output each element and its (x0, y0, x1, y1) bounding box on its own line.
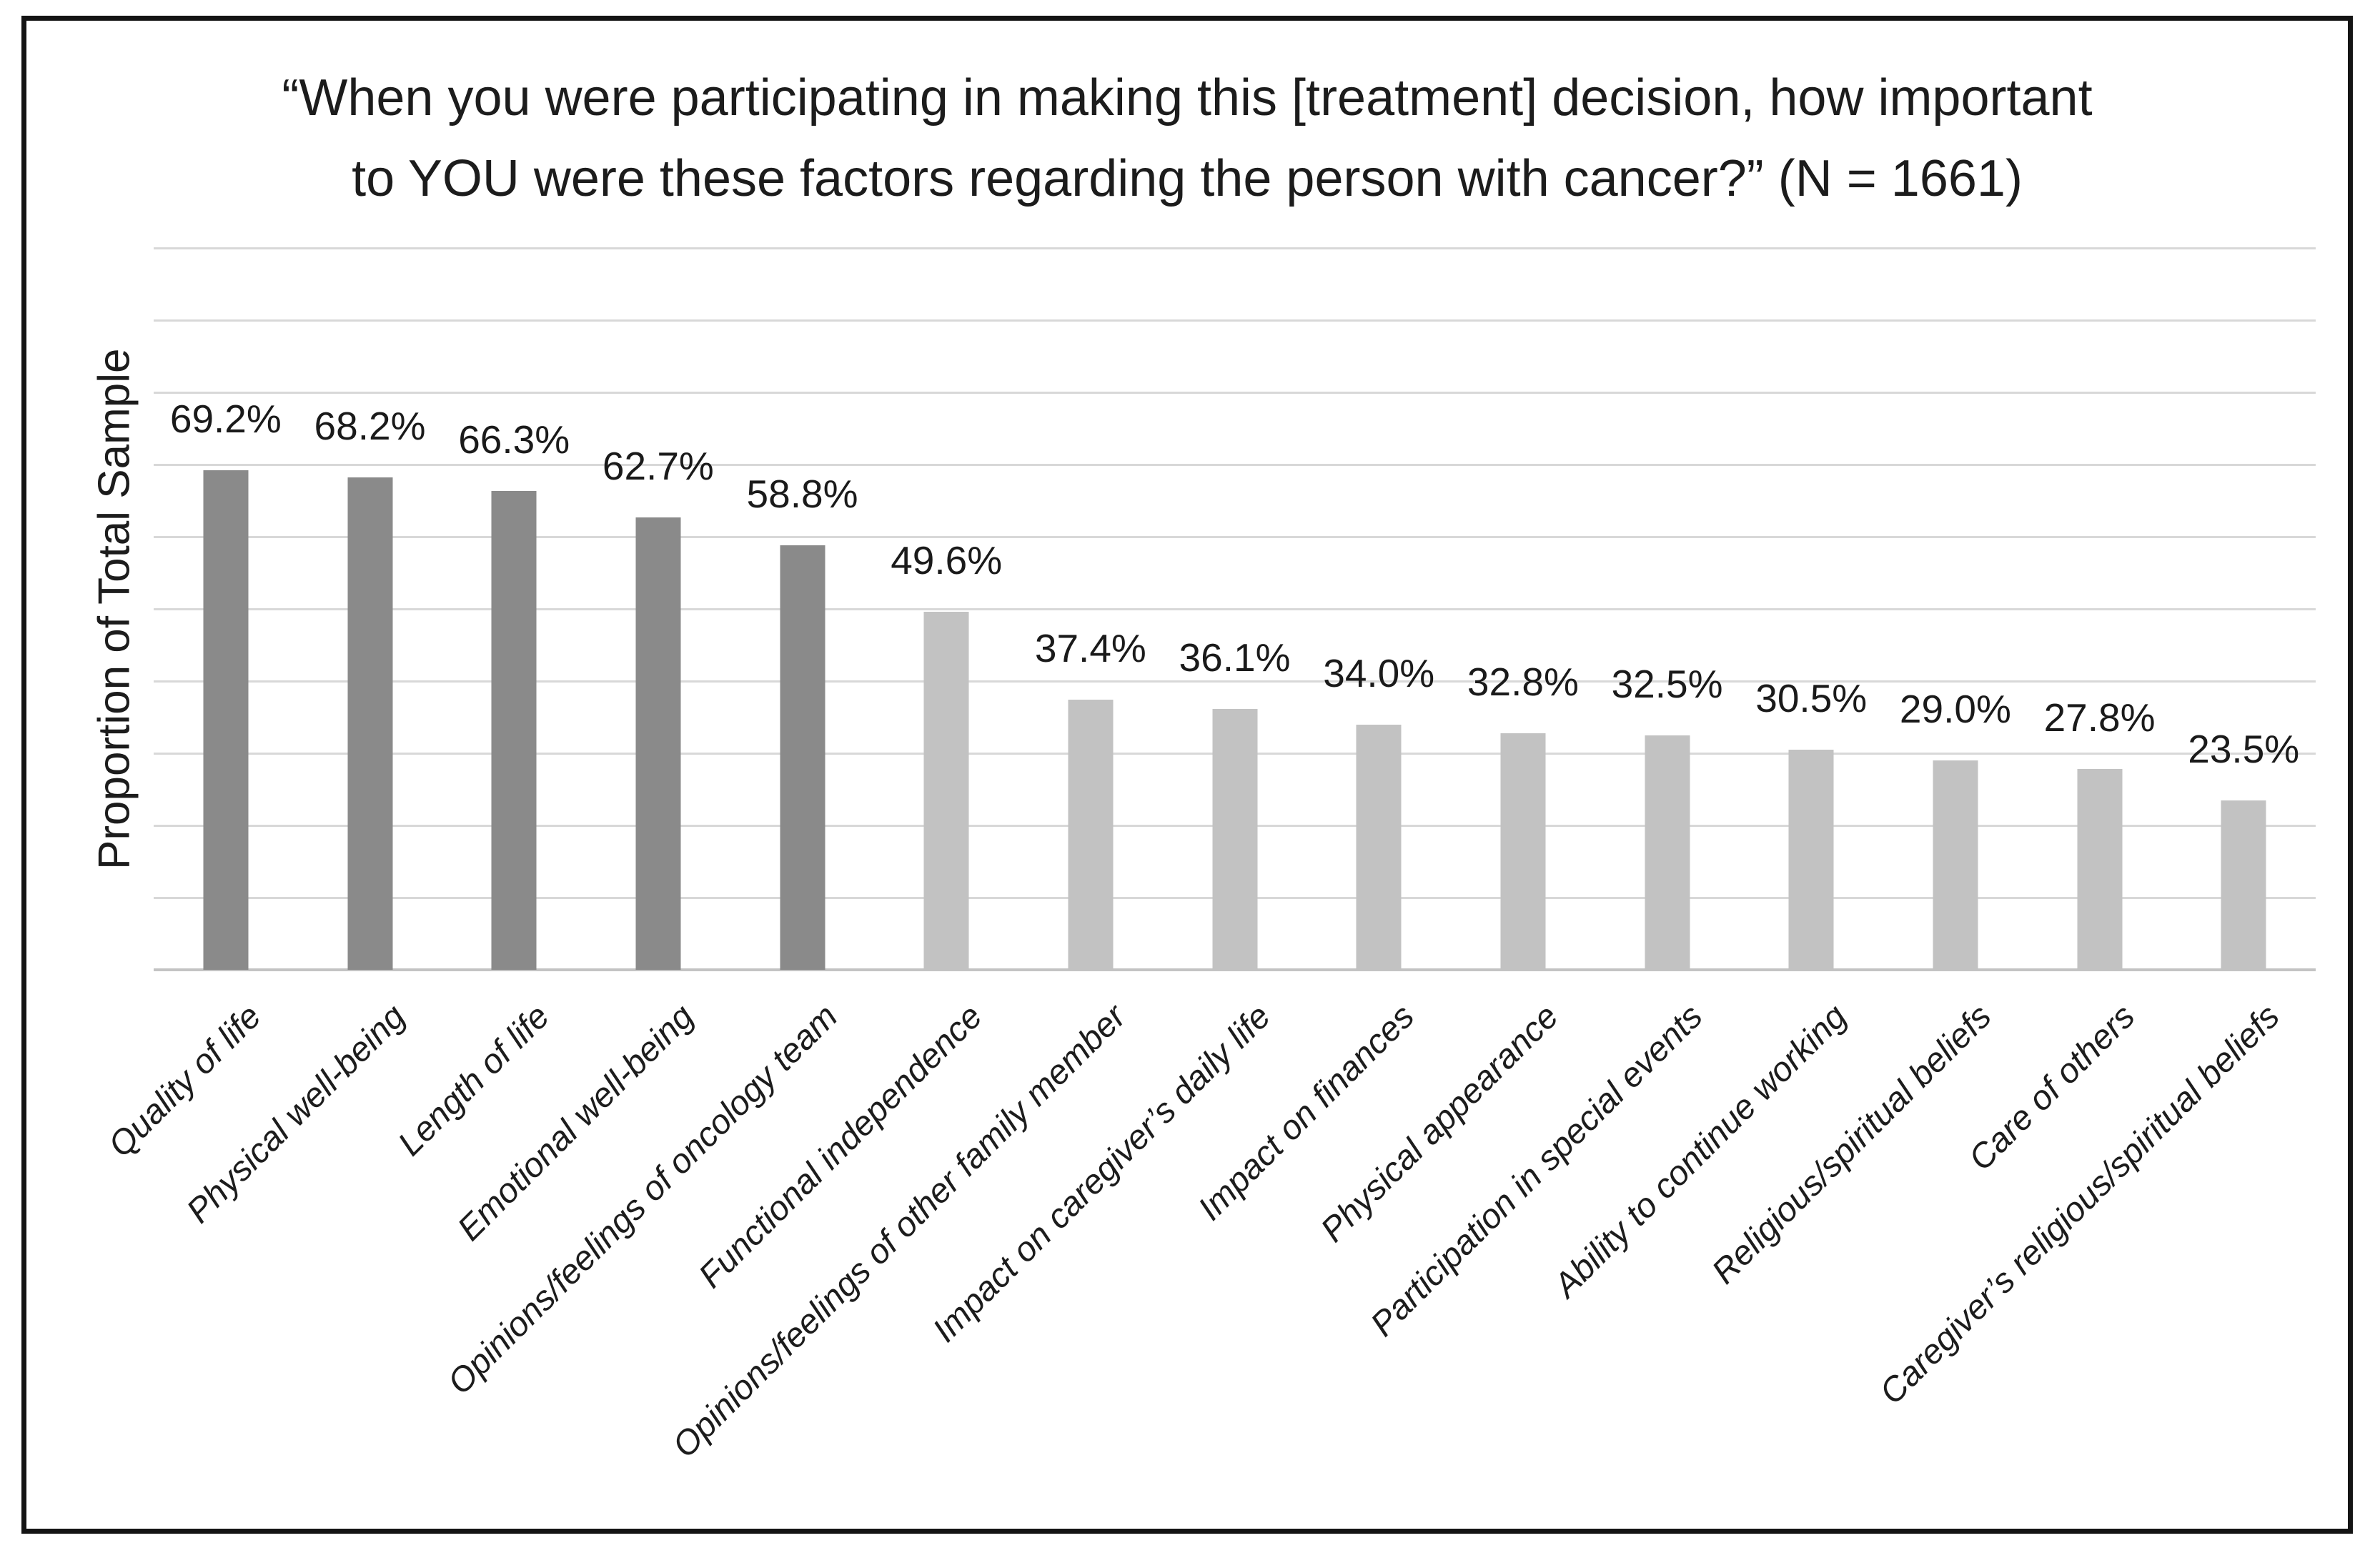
gridline (154, 680, 2316, 683)
bar-value-label: 34.0% (1323, 650, 1435, 695)
gridline (154, 392, 2316, 394)
bar-column: 36.1% (1163, 248, 1307, 970)
bar (203, 470, 249, 970)
bar-value-label: 69.2% (169, 397, 282, 442)
bar (1500, 733, 1546, 970)
bar (1068, 700, 1114, 970)
category-column: Physical well-being (180, 970, 442, 1513)
plot-area: 69.2% 68.2% 66.3% 62.7% 58.8% 49.6% 37.4% 36.1%… (154, 247, 2316, 971)
bar-column: 32.8% (1451, 248, 1595, 970)
chart-title-line-1: “When you were participating in making t… (282, 69, 2093, 126)
category-column: Impact on caregiver’s daily life (926, 970, 1307, 1513)
gridline (154, 536, 2316, 538)
bar-value-label: 23.5% (2188, 726, 2300, 771)
bar-column: 37.4% (1018, 248, 1163, 970)
bar-value-label: 66.3% (458, 417, 570, 462)
bar-column: 66.3% (442, 248, 586, 970)
bar-value-label: 49.6% (891, 538, 1003, 583)
x-axis-line (154, 968, 2316, 971)
bar (1933, 760, 1978, 970)
bar-column: 27.8% (2028, 248, 2172, 970)
chart-title-line-2: to YOU were these factors regarding the … (352, 150, 2023, 207)
bar (1212, 709, 1258, 970)
chart-frame: “When you were participating in making t… (21, 16, 2353, 1534)
bar-column: 30.5% (1739, 248, 1883, 970)
bar-value-label: 58.8% (746, 472, 858, 517)
y-axis-title: Proportion of Total Sample (89, 348, 139, 870)
bar-column: 68.2% (298, 248, 442, 970)
bar-value-label: 27.8% (2043, 695, 2156, 740)
gridline (154, 464, 2316, 466)
bar (923, 612, 969, 970)
x-axis-labels: Quality of life Physical well-being Length… (101, 970, 2316, 1513)
bar (491, 491, 537, 970)
bar (1356, 724, 1402, 970)
gridline (154, 608, 2316, 610)
bar-value-label: 32.5% (1611, 661, 1723, 706)
category-column: Length of life (392, 970, 586, 1513)
category-column: Quality of life (101, 970, 298, 1513)
gridline (154, 247, 2316, 249)
bar-column: 29.0% (1883, 248, 2028, 970)
bar-value-label: 68.2% (314, 404, 426, 449)
category-column: Impact on finances (1191, 970, 1451, 1513)
bar-column: 62.7% (586, 248, 730, 970)
bar-value-label: 32.8% (1467, 659, 1579, 704)
bar (1645, 735, 1690, 970)
bar-value-label: 36.1% (1179, 635, 1291, 680)
bar-value-label: 62.7% (602, 443, 714, 488)
category-column: Caregiver’s religious/spiritual beliefs (1873, 970, 2316, 1513)
bar-column: 23.5% (2171, 248, 2316, 970)
bar-value-label: 29.0% (1899, 687, 2011, 732)
bar (2221, 800, 2266, 970)
bar-column: 49.6% (874, 248, 1018, 970)
bar (347, 477, 392, 970)
bar-column: 34.0% (1306, 248, 1451, 970)
gridline (154, 319, 2316, 322)
bar (2077, 769, 2123, 970)
chart-title: “When you were participating in making t… (26, 58, 2348, 219)
bar-series: 69.2% 68.2% 66.3% 62.7% 58.8% 49.6% 37.4% 36.1%… (154, 248, 2316, 970)
bar-value-label: 30.5% (1755, 675, 1868, 720)
bar-column: 32.5% (1595, 248, 1740, 970)
bar-value-label: 37.4% (1034, 626, 1146, 671)
bar (1788, 749, 1834, 970)
category-column: Religious/spiritual beliefs (1705, 970, 2028, 1513)
bar (780, 545, 825, 970)
bar-column: 58.8% (730, 248, 875, 970)
bar (635, 517, 681, 970)
bar-column: 69.2% (154, 248, 298, 970)
